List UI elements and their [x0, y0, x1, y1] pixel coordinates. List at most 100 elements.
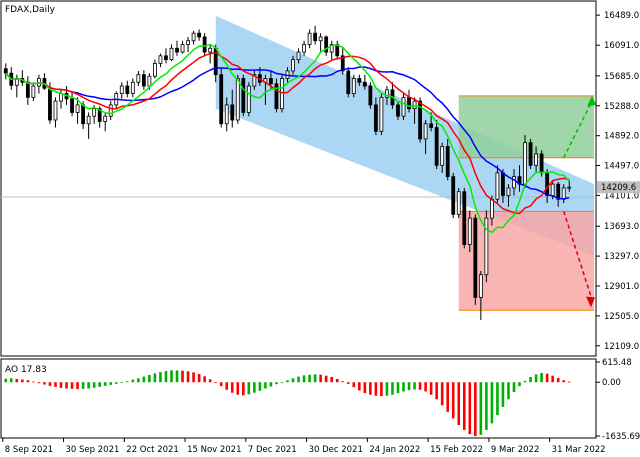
- candle: [274, 78, 279, 113]
- ao-bar: [21, 379, 24, 383]
- ao-bar: [236, 382, 240, 395]
- candle-bull-body: [351, 78, 356, 94]
- ao-bar: [4, 378, 8, 383]
- ao-bar: [159, 372, 162, 383]
- price-tick-label: 13297.0: [604, 252, 639, 262]
- ao-bar: [418, 382, 422, 390]
- ao-bar: [142, 376, 146, 383]
- candle: [313, 25, 318, 45]
- candle: [451, 172, 456, 219]
- candle: [368, 82, 373, 109]
- ao-bar: [98, 382, 101, 387]
- candle: [70, 91, 74, 117]
- candle-bear-body: [373, 104, 378, 132]
- candle-bear-body: [324, 36, 329, 53]
- ao-bar: [37, 382, 41, 384]
- candle: [473, 214, 478, 305]
- candle-bull-body: [401, 96, 406, 117]
- price-tick-label: 12901.0: [604, 282, 639, 292]
- ao-bar: [203, 376, 206, 383]
- ao-bar: [435, 382, 438, 400]
- candle-bull-body: [423, 123, 428, 140]
- candle: [280, 74, 284, 113]
- candle: [141, 70, 146, 90]
- candle: [75, 97, 80, 124]
- ao-bar: [518, 382, 521, 387]
- ao-bar: [451, 382, 455, 419]
- candle-bull-body: [318, 36, 323, 42]
- ao-bar: [545, 373, 549, 383]
- candle: [31, 82, 36, 102]
- ao-bar: [346, 382, 350, 384]
- ao-bar: [153, 373, 157, 383]
- candle: [219, 67, 224, 128]
- candle-bull-body: [191, 32, 196, 42]
- candle: [235, 74, 240, 124]
- ao-bar: [446, 382, 450, 412]
- candle: [396, 101, 400, 120]
- candle: [25, 76, 30, 105]
- candle: [528, 138, 533, 170]
- ma-blue-line: [5, 66, 570, 200]
- ao-bar: [407, 382, 411, 391]
- ao-bar: [380, 382, 383, 397]
- candle-bear-body: [274, 83, 279, 110]
- candle: [390, 82, 395, 109]
- candle-bull-body: [153, 62, 157, 77]
- ao-bar: [114, 382, 118, 384]
- candle: [556, 181, 561, 207]
- candle-bull-body: [280, 78, 284, 110]
- ao-bar: [125, 381, 129, 383]
- ao-bar: [32, 381, 35, 383]
- candle: [153, 59, 157, 79]
- candle: [478, 270, 483, 321]
- candle-bear-body: [445, 146, 450, 178]
- bearish-forecast-arrow: [562, 211, 593, 300]
- candle-bear-body: [528, 142, 533, 166]
- candle-bull-body: [550, 183, 555, 196]
- ao-bar: [264, 382, 267, 389]
- ao-bar: [120, 382, 124, 384]
- candle-bear-body: [3, 68, 8, 74]
- ao-bar: [214, 382, 217, 384]
- main-plot-frame: [0, 0, 597, 357]
- candle-bull-body: [53, 100, 58, 121]
- ao-bar: [275, 382, 278, 385]
- candle: [191, 30, 196, 45]
- candle: [20, 70, 25, 87]
- time-tick-label: 24 Jan 2022: [369, 445, 420, 455]
- ao-bar: [396, 382, 400, 394]
- candle-bull-body: [534, 153, 538, 166]
- ao-bar: [280, 382, 284, 384]
- candle-bull-body: [108, 104, 113, 117]
- candle-bull-body: [495, 172, 500, 200]
- ao-bar: [103, 382, 107, 386]
- candle-bull-body: [119, 85, 124, 94]
- ao-bar: [440, 382, 444, 406]
- candle-bull-body: [440, 146, 445, 166]
- candle: [119, 82, 124, 99]
- ao-bar: [413, 382, 416, 390]
- candle-bull-body: [103, 115, 108, 122]
- ao-bar: [87, 382, 90, 389]
- price-tick-label: 14497.0: [604, 162, 639, 172]
- candle-bear-body: [357, 78, 362, 83]
- ao-bar: [319, 374, 322, 383]
- ao-bar: [485, 382, 488, 430]
- ao-histogram: [4, 370, 571, 437]
- candle: [434, 120, 439, 170]
- candle: [103, 112, 108, 132]
- ao-bar: [385, 382, 389, 396]
- ao-bar: [562, 380, 566, 383]
- candle-bull-body: [467, 217, 472, 245]
- candle-bear-body: [81, 104, 86, 125]
- ao-tick-label: -1635.69: [602, 432, 640, 442]
- ao-plot-frame: [0, 358, 597, 439]
- price-tick-label: 16489.0: [604, 11, 639, 21]
- ao-bar: [507, 382, 510, 400]
- ao-bar: [302, 375, 306, 383]
- candle-bear-body: [473, 217, 478, 298]
- candle: [186, 36, 190, 53]
